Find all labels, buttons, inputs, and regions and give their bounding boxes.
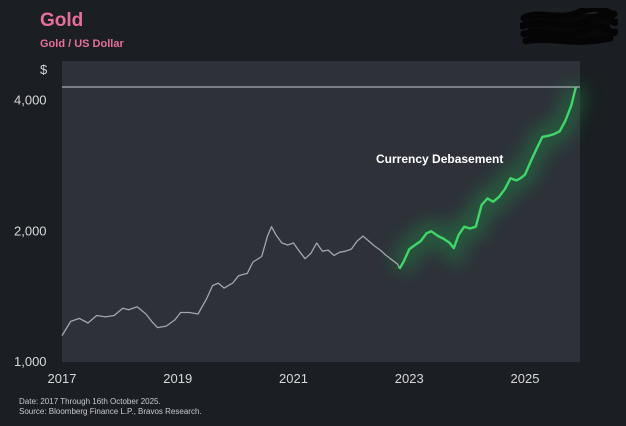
- x-tick-label: 2025: [511, 371, 540, 386]
- y-tick-label: 4,000: [14, 93, 47, 108]
- plot-area: [62, 61, 580, 362]
- series-layer: [61, 86, 578, 336]
- redacted-logo-scribble: [520, 8, 618, 45]
- y-tick-label: 2,000: [14, 223, 47, 238]
- x-tick-label: 2021: [279, 371, 308, 386]
- chart-title: Gold: [40, 10, 84, 31]
- y-axis-label: $: [40, 62, 48, 77]
- x-tick-label: 2023: [395, 371, 424, 386]
- x-tick-label: 2019: [163, 371, 192, 386]
- x-tick-label: 2017: [48, 371, 77, 386]
- source-note: Source: Bloomberg Finance L.P., Bravos R…: [19, 407, 202, 416]
- currency-debasement-annotation: Currency Debasement: [376, 152, 503, 166]
- x-axis: 2017 2019 2021 2023 2025: [48, 371, 540, 386]
- footer: Date: 2017 Through 16th October 2025. So…: [19, 397, 202, 417]
- grey-series-line: [61, 226, 401, 336]
- green-series-line: [398, 86, 578, 270]
- date-note: Date: 2017 Through 16th October 2025.: [19, 397, 161, 406]
- y-axis: 1,000 2,000 4,000: [14, 93, 47, 369]
- chart-subtitle: Gold / US Dollar: [40, 38, 124, 50]
- y-tick-label: 1,000: [14, 354, 47, 369]
